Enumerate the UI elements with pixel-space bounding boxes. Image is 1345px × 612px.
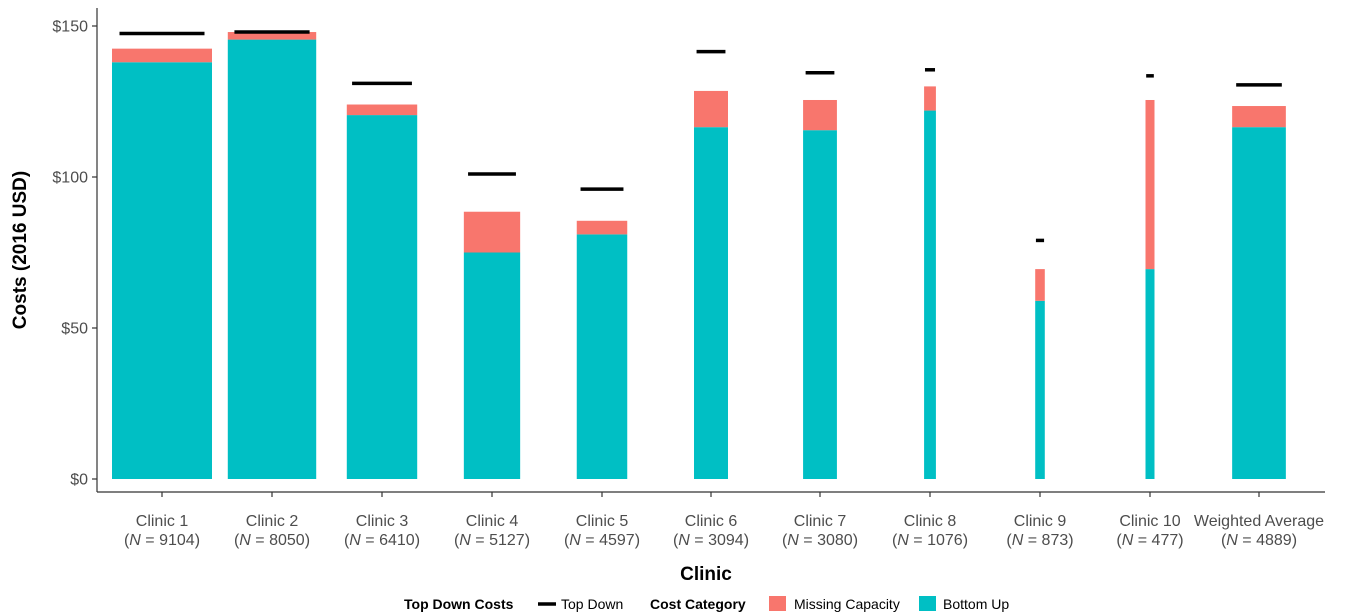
x-tick-n-label: (N = 3094) bbox=[673, 532, 749, 549]
x-tick-n-label: (N = 4889) bbox=[1221, 532, 1297, 549]
legend-title-top-down: Top Down Costs bbox=[404, 596, 514, 612]
x-tick-n-label: (N = 9104) bbox=[124, 532, 200, 549]
x-tick-n-label: (N = 873) bbox=[1006, 532, 1073, 549]
x-tick-label: Clinic 4 bbox=[466, 513, 519, 530]
bar-missing-capacity-3 bbox=[346, 104, 418, 116]
x-tick-n-label: (N = 6410) bbox=[344, 532, 420, 549]
bar-missing-capacity-2 bbox=[227, 32, 317, 40]
x-tick-label: Clinic 1 bbox=[136, 513, 189, 530]
bar-bottom-up-5 bbox=[576, 234, 628, 479]
x-tick-label: Clinic 2 bbox=[246, 513, 299, 530]
x-tick-label: Clinic 10 bbox=[1119, 513, 1180, 530]
legend-key-missing-capacity bbox=[769, 596, 786, 611]
x-tick-label: Weighted Average bbox=[1194, 513, 1324, 530]
y-axis-title: Costs (2016 USD) bbox=[10, 171, 31, 329]
bar-bottom-up-10 bbox=[1145, 269, 1155, 479]
bar-missing-capacity-11 bbox=[1232, 106, 1286, 128]
bar-bottom-up-11 bbox=[1232, 127, 1286, 480]
x-tick-label: Clinic 6 bbox=[685, 513, 738, 530]
x-tick-n-label: (N = 5127) bbox=[454, 532, 530, 549]
bar-bottom-up-6 bbox=[694, 127, 728, 480]
x-tick-label: Clinic 8 bbox=[904, 513, 957, 530]
legend-label-top-down: Top Down bbox=[561, 596, 623, 612]
bar-missing-capacity-9 bbox=[1035, 269, 1045, 301]
bar-bottom-up-8 bbox=[924, 110, 936, 479]
bar-missing-capacity-10 bbox=[1145, 99, 1155, 270]
bar-missing-capacity-1 bbox=[112, 48, 212, 63]
y-tick-label: $0 bbox=[70, 472, 88, 489]
x-tick-n-label: (N = 4597) bbox=[564, 532, 640, 549]
y-tick-label: $100 bbox=[52, 170, 88, 187]
bar-missing-capacity-7 bbox=[803, 99, 837, 131]
legend-label-missing-capacity: Missing Capacity bbox=[794, 596, 900, 612]
x-tick-n-label: (N = 1076) bbox=[892, 532, 968, 549]
x-tick-label: Clinic 3 bbox=[356, 513, 409, 530]
x-tick-label: Clinic 5 bbox=[576, 513, 629, 530]
legend: Top Down Costs Top Down Cost Category Missi… bbox=[404, 596, 1009, 612]
legend-key-bottom-up bbox=[919, 596, 936, 611]
bar-missing-capacity-6 bbox=[694, 90, 728, 128]
bars-layer bbox=[112, 30, 1286, 480]
x-tick-n-label: (N = 3080) bbox=[782, 532, 858, 549]
x-tick-n-label: (N = 8050) bbox=[234, 532, 310, 549]
bar-bottom-up-3 bbox=[346, 115, 418, 479]
legend-title-cost-category: Cost Category bbox=[650, 596, 746, 612]
y-tick-label: $150 bbox=[52, 19, 88, 36]
y-tick-label: $50 bbox=[61, 321, 88, 338]
bar-bottom-up-4 bbox=[463, 252, 521, 479]
x-tick-label: Clinic 9 bbox=[1014, 513, 1067, 530]
bar-bottom-up-9 bbox=[1035, 300, 1045, 479]
bar-bottom-up-2 bbox=[227, 39, 317, 480]
bar-missing-capacity-5 bbox=[576, 220, 628, 235]
bar-bottom-up-7 bbox=[803, 130, 837, 479]
legend-label-bottom-up: Bottom Up bbox=[943, 596, 1009, 612]
x-axis-title: Clinic bbox=[680, 564, 732, 585]
bar-missing-capacity-8 bbox=[924, 86, 936, 111]
bar-missing-capacity-4 bbox=[463, 211, 521, 253]
x-tick-label: Clinic 7 bbox=[794, 513, 847, 530]
axes-layer: $0 $50 $100 $150 Clinic 1 (N = 9104) Clinic 2 (… bbox=[52, 8, 1325, 549]
x-tick-n-label: (N = 477) bbox=[1116, 532, 1183, 549]
bar-bottom-up-1 bbox=[112, 62, 212, 480]
